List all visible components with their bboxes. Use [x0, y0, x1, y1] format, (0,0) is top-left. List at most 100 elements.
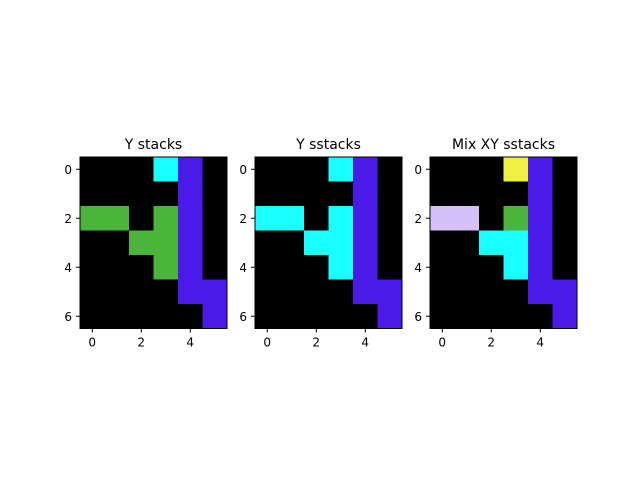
heatmap-cell: [80, 230, 105, 256]
heatmap-cell: [503, 279, 529, 305]
heatmap-cell: [377, 157, 403, 182]
heatmap-cell: [328, 181, 354, 207]
x-tick-label: 4: [361, 336, 369, 350]
heatmap-cell: [552, 157, 578, 182]
heatmap-cell: [552, 206, 578, 231]
heatmap-cell: [129, 255, 154, 280]
heatmap-cell: [279, 206, 305, 231]
panel-title: Mix XY sstacks: [452, 137, 555, 153]
panel-title: Y stacks: [124, 137, 182, 153]
heatmap-cell: [528, 279, 553, 305]
heatmap-cell: [377, 304, 403, 329]
heatmap-cell: [454, 279, 480, 305]
heatmap-cell: [479, 255, 504, 280]
heatmap-cell: [430, 255, 455, 280]
x-tick-label: 0: [88, 336, 96, 350]
heatmap-cell: [104, 206, 130, 231]
heatmap-cell: [279, 255, 305, 280]
heatmap-cell: [202, 181, 228, 207]
heatmap-cell: [153, 230, 179, 256]
axes-frame: [254, 156, 403, 329]
heatmap-cell: [202, 279, 228, 305]
heatmap-cell: [104, 279, 130, 305]
heatmap-cell: [104, 304, 130, 329]
heatmap-cell: [552, 230, 578, 256]
heatmap-cell: [279, 279, 305, 305]
heatmap-cell: [178, 206, 203, 231]
y-tick-label: 0: [64, 163, 72, 177]
heatmap-cell: [479, 181, 504, 207]
heatmap-cell: [552, 304, 578, 329]
heatmap-cell: [377, 255, 403, 280]
heatmap-cell: [430, 230, 455, 256]
heatmap-cell: [328, 230, 354, 256]
heatmap-cell: [80, 157, 105, 182]
heatmap-cell: [279, 157, 305, 182]
heatmap-cell: [255, 181, 280, 207]
heatmap-cell: [129, 181, 154, 207]
heatmap-cell: [454, 304, 480, 329]
heatmap-cell: [104, 255, 130, 280]
y-tick-label: 6: [239, 310, 247, 324]
heatmap-cell: [454, 157, 480, 182]
heatmap-cell: [104, 157, 130, 182]
heatmap-cell: [430, 304, 455, 329]
heatmap-cell: [153, 157, 179, 182]
heatmap-cell: [129, 157, 154, 182]
heatmap-cell: [353, 206, 378, 231]
x-tick-label: 2: [487, 336, 495, 350]
heatmap-cell: [479, 206, 504, 231]
heatmap-cell: [255, 230, 280, 256]
heatmap-cell: [353, 181, 378, 207]
heatmap-cell: [178, 230, 203, 256]
heatmap-cell: [430, 206, 455, 231]
heatmap-cell: [528, 157, 553, 182]
x-tick-label: 4: [186, 336, 194, 350]
heatmap-cell: [377, 206, 403, 231]
heatmap-cell: [129, 304, 154, 329]
heatmap-cell: [552, 255, 578, 280]
heatmap-cell: [328, 206, 354, 231]
y-tick-label: 2: [239, 212, 247, 226]
heatmap-cell: [353, 279, 378, 305]
x-tick-label: 4: [536, 336, 544, 350]
y-tick-label: 0: [239, 163, 247, 177]
heatmap-cell: [304, 230, 329, 256]
heatmap-cell: [479, 304, 504, 329]
heatmap-cell: [80, 255, 105, 280]
x-tick-label: 0: [263, 336, 271, 350]
heatmap-cell: [80, 304, 105, 329]
heatmap-cell: [503, 230, 529, 256]
heatmap-cell: [129, 206, 154, 231]
heatmap-cell: [178, 157, 203, 182]
y-tick-label: 0: [414, 163, 422, 177]
heatmap-cell: [255, 279, 280, 305]
heatmap-cell: [552, 181, 578, 207]
heatmap-panel: Mix XY sstacks 0 2 4 0 2 4 6: [414, 137, 578, 350]
heatmap-cell: [454, 230, 480, 256]
heatmap-cell: [430, 157, 455, 182]
heatmap-cell: [454, 181, 480, 207]
heatmap-panel: Y sstacks 0 2 4 0 2 4 6: [239, 137, 403, 350]
heatmap-cell: [328, 304, 354, 329]
heatmap-cell: [328, 157, 354, 182]
heatmap-cell: [153, 255, 179, 280]
panel-title: Y sstacks: [295, 137, 361, 153]
y-tick-label: 6: [414, 310, 422, 324]
heatmap-cell: [454, 255, 480, 280]
heatmap-cell: [479, 279, 504, 305]
heatmap-cell: [255, 255, 280, 280]
heatmap-cell: [454, 206, 480, 231]
heatmap-cell: [528, 230, 553, 256]
heatmap-cell: [178, 181, 203, 207]
heatmap-cell: [528, 206, 553, 231]
heatmap-cell: [178, 279, 203, 305]
heatmap-cell: [479, 157, 504, 182]
heatmap-cell: [304, 255, 329, 280]
heatmap-cell: [377, 181, 403, 207]
heatmap-cell: [328, 255, 354, 280]
heatmap-cell: [503, 157, 529, 182]
heatmap-cell: [503, 255, 529, 280]
heatmap-cell: [202, 230, 228, 256]
axes-frame: [429, 156, 578, 329]
